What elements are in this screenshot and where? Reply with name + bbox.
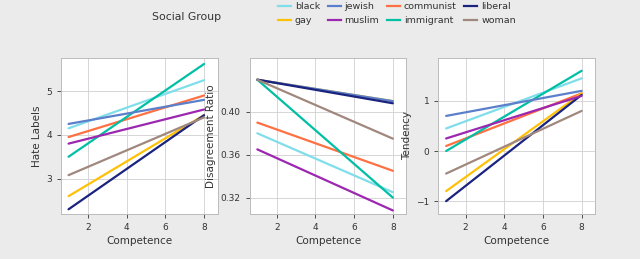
Legend: black, gay, jewish, muslim, communist, immigrant, liberal, woman: black, gay, jewish, muslim, communist, i… (278, 2, 516, 25)
Y-axis label: Hate Labels: Hate Labels (32, 105, 42, 167)
Y-axis label: Disagreement Ratio: Disagreement Ratio (206, 84, 216, 188)
X-axis label: Competence: Competence (295, 236, 361, 246)
Y-axis label: Tendency: Tendency (402, 111, 412, 161)
X-axis label: Competence: Competence (106, 236, 172, 246)
X-axis label: Competence: Competence (484, 236, 550, 246)
Text: Social Group: Social Group (152, 12, 221, 22)
